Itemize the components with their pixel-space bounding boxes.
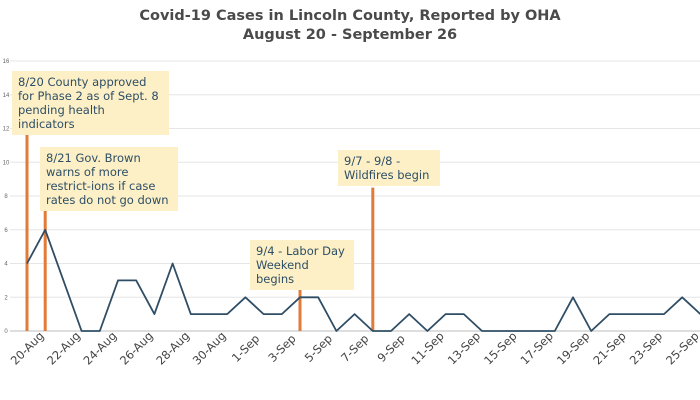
y-tick-label: 10 — [3, 160, 10, 166]
series-group — [26, 228, 700, 332]
event-markers — [25, 120, 375, 331]
x-tick-label: 25-Sep — [663, 329, 700, 368]
annotation-gov-brown: 8/21 Gov. Brown warns of more restrict-i… — [40, 147, 178, 211]
x-tick-label: 30-Aug — [190, 329, 229, 368]
x-tick-label: 23-Sep — [627, 329, 666, 368]
series-line — [26, 228, 700, 332]
chart-title: Covid-19 Cases in Lincoln County, Report… — [139, 8, 561, 24]
x-tick-label: 21-Sep — [590, 329, 629, 368]
x-tick-label: 22-Aug — [44, 329, 83, 368]
x-tick-label: 26-Aug — [117, 329, 156, 368]
x-tick-label: 5-Sep — [302, 331, 335, 364]
y-tick-label: 16 — [3, 59, 10, 65]
y-tick-label: 2 — [4, 295, 8, 301]
y-tick-label: 12 — [3, 127, 10, 133]
y-tick-label: 8 — [4, 194, 8, 200]
annotation-phase-2: 8/20 County approved for Phase 2 as of S… — [12, 71, 169, 135]
x-tick-label: 17-Sep — [518, 329, 557, 368]
x-tick-label: 19-Sep — [554, 329, 593, 368]
x-tick-label: 28-Aug — [153, 329, 192, 368]
x-tick-label: 15-Sep — [481, 329, 520, 368]
x-tick-label: 13-Sep — [445, 329, 484, 368]
x-tick-label: 3-Sep — [265, 331, 298, 364]
x-tick-label: 1-Sep — [229, 331, 262, 364]
x-tick-label: 7-Sep — [338, 331, 371, 364]
x-tick-label: 20-Aug — [8, 329, 47, 368]
y-tick-label: 4 — [4, 262, 8, 268]
y-tick-label: 14 — [3, 93, 10, 99]
y-axis: 0 2 4 6 8 10 12 14 16 — [3, 59, 10, 335]
x-tick-label: 9-Sep — [374, 331, 407, 364]
x-tick-label: 24-Aug — [81, 329, 120, 368]
x-tick-label: 11-Sep — [408, 329, 447, 368]
y-tick-label: 6 — [4, 228, 8, 234]
annotation-wildfires: 9/7 - 9/8 - Wildfires begin — [338, 150, 440, 186]
y-tick-label: 0 — [4, 329, 8, 335]
chart-subtitle: August 20 - September 26 — [242, 27, 458, 43]
annotation-labor-day: 9/4 - Labor Day Weekend begins — [250, 240, 354, 290]
